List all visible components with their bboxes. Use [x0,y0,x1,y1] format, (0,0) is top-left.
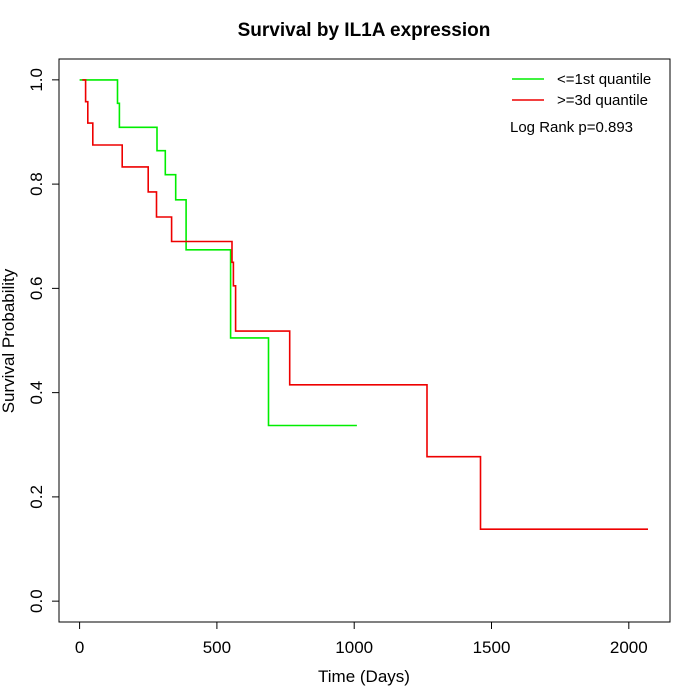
survival-curve-low-expression [79,79,357,427]
survival-curve-high-expression [82,79,648,530]
y-tick-label: 0.8 [27,172,46,196]
x-tick-label: 0 [75,638,84,657]
y-axis-label: Survival Probability [0,268,18,413]
legend-label-high: >=3d quantile [557,92,648,109]
y-tick-label: 0.4 [27,381,46,405]
y-tick-label: 0.2 [27,485,46,509]
x-axis-label: Time (Days) [318,667,410,686]
plot-frame [58,58,671,623]
log-rank-annotation: Log Rank p=0.893 [510,119,633,136]
y-axis: 0.0 0.2 0.4 0.6 0.8 1.0 [27,68,60,613]
x-tick-label: 500 [203,638,231,657]
y-tick-label: 0.6 [27,277,46,301]
y-tick-label: 0.0 [27,589,46,613]
series-layer [79,79,648,530]
x-tick-label: 2000 [610,638,648,657]
y-tick-label: 1.0 [27,68,46,92]
legend-label-low: <=1st quantile [557,71,651,88]
chart-title: Survival by IL1A expression [238,20,491,41]
x-tick-label: 1500 [473,638,511,657]
x-axis: 0 500 1000 1500 2000 [75,621,648,657]
legend: <=1st quantile >=3d quantile [512,71,651,109]
x-tick-label: 1000 [335,638,373,657]
